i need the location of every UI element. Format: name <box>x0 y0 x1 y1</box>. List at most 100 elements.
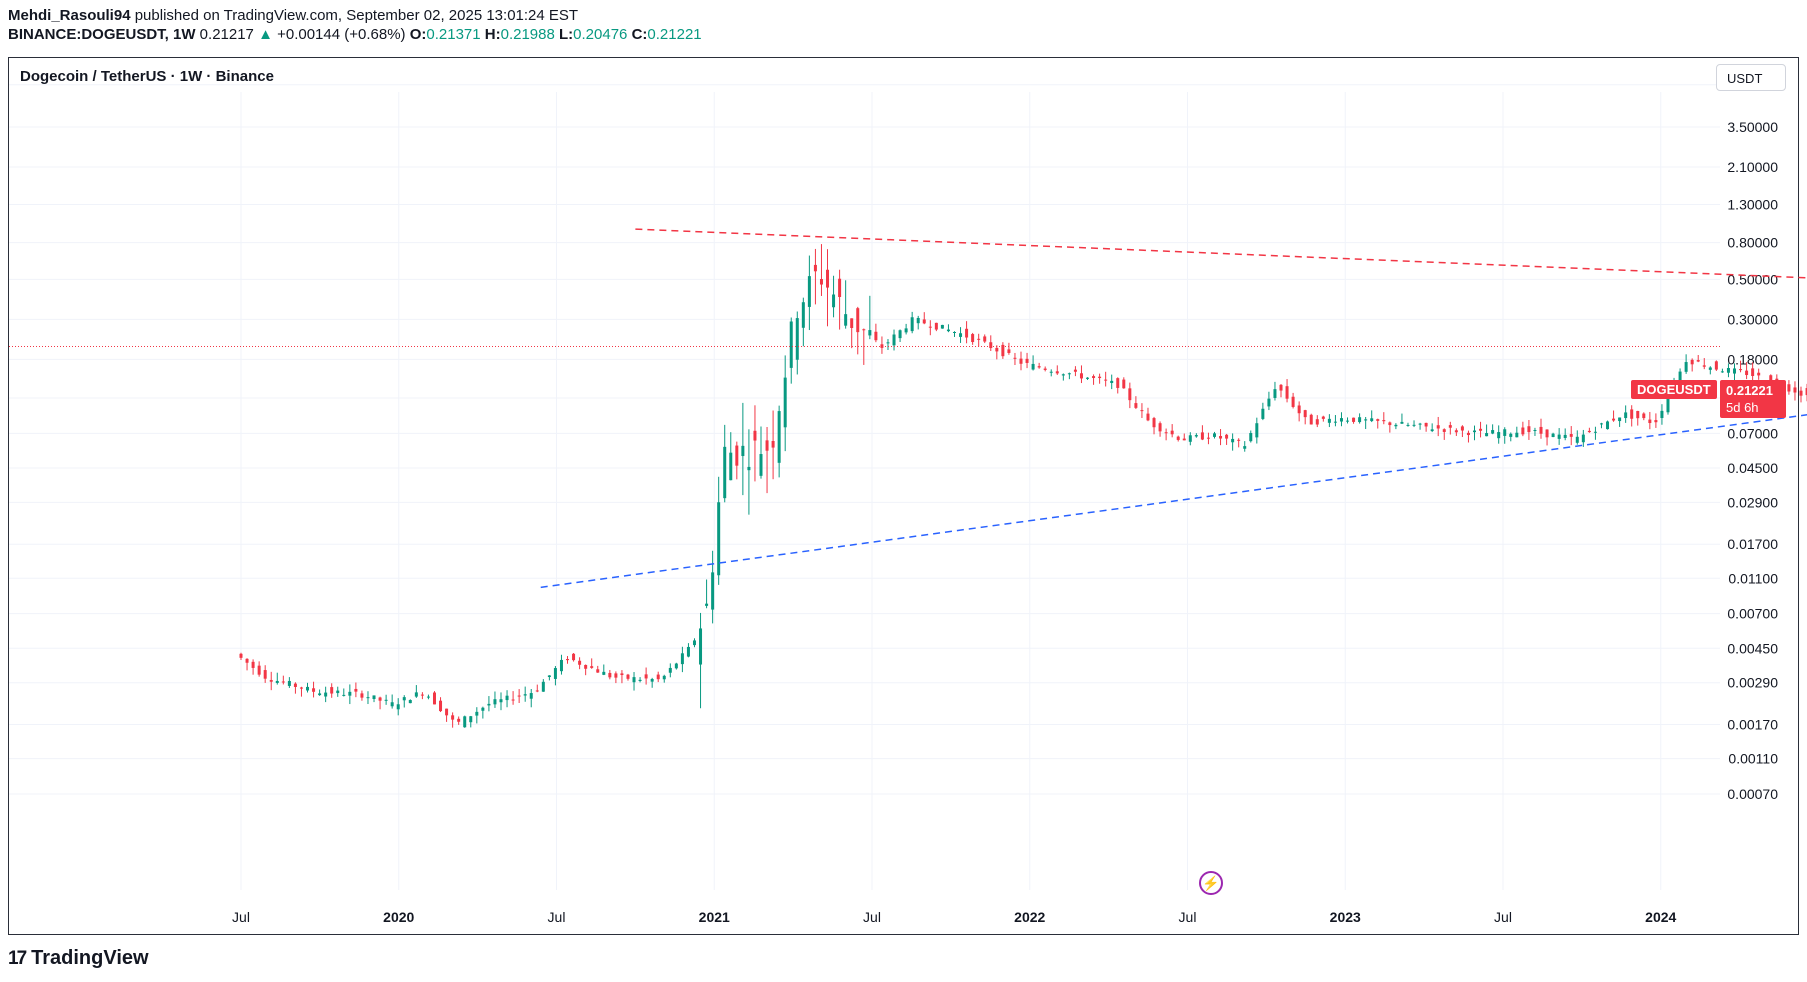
candle-body <box>626 674 630 679</box>
x-tick-label: Jul <box>1494 909 1512 925</box>
candle-body <box>1170 430 1174 435</box>
candle-body <box>1593 431 1597 433</box>
candle-body <box>747 466 751 471</box>
y-tick-label: 0.02900 <box>1727 494 1778 510</box>
candle-body <box>511 699 515 701</box>
candle-body <box>674 663 678 669</box>
candle-body <box>348 691 352 696</box>
close-label: C: <box>627 26 648 43</box>
candle-body <box>1291 396 1295 407</box>
candle-body <box>1231 438 1235 443</box>
candle-body <box>928 326 932 328</box>
candle-body <box>1648 419 1652 424</box>
candle-body <box>1479 428 1483 431</box>
tradingview-brand: TradingView <box>31 947 149 969</box>
candle-body <box>692 640 696 646</box>
candle-body <box>638 679 642 681</box>
candle-body <box>1176 436 1180 440</box>
candle-body <box>390 702 394 707</box>
candle-body <box>535 690 539 692</box>
candle-body <box>946 329 950 332</box>
candle-body <box>1539 426 1543 434</box>
candle-body <box>1612 418 1616 421</box>
candle-body <box>952 331 956 333</box>
candle-body <box>1787 384 1791 392</box>
y-tick-label: 0.01100 <box>1728 570 1778 586</box>
candle-body <box>1466 432 1470 436</box>
candle-body <box>729 452 733 481</box>
candle-body <box>1104 379 1108 381</box>
candle-body <box>711 572 715 610</box>
candle-body <box>330 687 334 694</box>
candle-body <box>1708 367 1712 370</box>
symbol-label: BINANCE:DOGEUSDT, 1W <box>8 26 196 43</box>
pair-title: Dogecoin / TetherUS · 1W · Binance <box>20 68 274 85</box>
candle-body <box>1575 436 1579 443</box>
candle-body <box>1606 421 1610 430</box>
y-tick-label: 1.30000 <box>1727 197 1778 213</box>
candle-body <box>971 334 975 343</box>
candle-body <box>771 441 775 448</box>
x-tick-label: 2023 <box>1330 909 1361 925</box>
y-tick-label: 0.00290 <box>1727 675 1778 691</box>
candle-body <box>801 302 805 328</box>
candle-body <box>547 675 551 678</box>
x-tick-label: Jul <box>232 909 250 925</box>
candle-body <box>1031 363 1035 370</box>
candle-body <box>1358 417 1362 423</box>
currency-button[interactable]: USDT <box>1716 64 1786 91</box>
candle-body <box>1714 361 1718 370</box>
open-value: 0.21371 <box>426 26 481 43</box>
candle-body <box>1732 368 1736 374</box>
candle-body <box>868 330 872 336</box>
candle-body <box>1569 434 1573 437</box>
x-tick-label: Jul <box>863 909 881 925</box>
resistance-trendline <box>635 228 1807 279</box>
candle-body <box>1037 366 1041 368</box>
candle-body <box>1206 437 1210 439</box>
candle-body <box>1757 372 1761 376</box>
candle-body <box>1140 410 1144 412</box>
candle-body <box>989 342 993 349</box>
candle-body <box>1092 376 1096 379</box>
trendlines <box>9 228 1807 589</box>
candle-body <box>995 347 999 352</box>
candle-body <box>1333 421 1337 423</box>
candle-body <box>1527 426 1531 433</box>
candle-body <box>596 669 600 673</box>
candle-body <box>529 693 533 699</box>
candle-body <box>880 344 884 348</box>
candle-body <box>1225 434 1229 439</box>
candle-body <box>251 661 255 668</box>
candle-body <box>505 695 509 701</box>
candle-body <box>983 336 987 342</box>
candle-body <box>372 695 376 700</box>
candle-body <box>1739 369 1743 371</box>
candle-body <box>1309 414 1313 425</box>
last-price: 0.21217 <box>195 26 259 43</box>
chart-frame[interactable] <box>8 57 1799 935</box>
candle-body <box>420 694 424 696</box>
candle-body <box>402 697 406 701</box>
candle-body <box>1563 434 1567 438</box>
candle-body <box>1188 435 1192 442</box>
candle-body <box>1442 429 1446 432</box>
candle-body <box>705 603 709 606</box>
candle-body <box>1460 426 1464 431</box>
author-name[interactable]: Mehdi_Rasouli94 <box>8 7 131 24</box>
tradingview-logo[interactable]: 17 TradingView <box>8 947 149 970</box>
candle-body <box>1352 417 1356 422</box>
candle-body <box>892 334 896 346</box>
candle-body <box>1146 413 1150 421</box>
flash-icon[interactable]: ⚡ <box>1199 871 1223 895</box>
y-tick-label: 0.01700 <box>1727 536 1778 552</box>
candle-body <box>699 628 703 665</box>
candle-body <box>844 314 848 326</box>
candle-body <box>1654 420 1658 423</box>
candle-body <box>650 679 654 682</box>
y-tick-label: 0.04500 <box>1727 460 1778 476</box>
candle-body <box>1642 413 1646 419</box>
candle-body <box>1370 418 1374 422</box>
candle-body <box>632 677 636 683</box>
